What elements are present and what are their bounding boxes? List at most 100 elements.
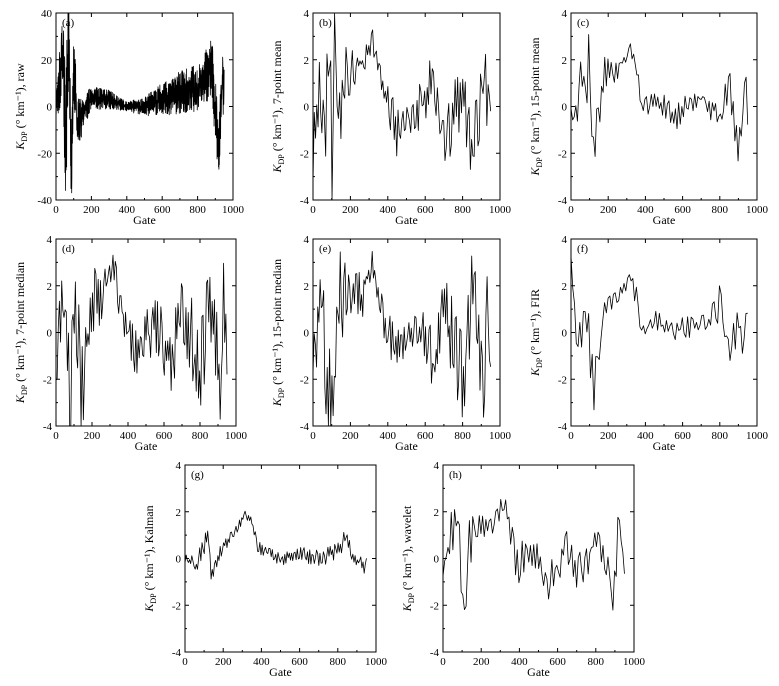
y-tick-label: 4 bbox=[304, 234, 310, 246]
x-tick-label: 600 bbox=[674, 204, 691, 216]
panel-c: 0 200 400 600 800 1000 -4 -2 0 2 4 Gate KDP (° km⁻¹)… bbox=[528, 8, 769, 227]
y-tick-label: 0 bbox=[176, 554, 182, 566]
y-axis-title-symbol: K bbox=[13, 141, 27, 151]
x-tick-label: 1000 bbox=[225, 430, 248, 442]
x-tick-label: 600 bbox=[417, 430, 434, 442]
y-tick-label: -4 bbox=[558, 421, 568, 433]
x-tick-label: 600 bbox=[417, 204, 434, 216]
y-tick-label: -4 bbox=[300, 195, 310, 207]
y-tick-label: 0 bbox=[304, 328, 310, 340]
x-tick-label: 1000 bbox=[365, 656, 388, 668]
x-tick-label: 400 bbox=[637, 204, 654, 216]
y-axis-title: KDP (° km⁻¹), FIR bbox=[528, 289, 544, 377]
x-axis-title: Gate bbox=[135, 439, 158, 453]
x-axis-title: Gate bbox=[653, 439, 676, 453]
y-tick-label: -4 bbox=[558, 195, 568, 207]
x-tick-label: 800 bbox=[189, 204, 206, 216]
x-tick-label: 400 bbox=[637, 430, 654, 442]
plot-frame bbox=[570, 238, 758, 427]
panel-label: (b) bbox=[319, 17, 332, 29]
data-line-7-point-median bbox=[55, 254, 228, 427]
x-tick-label: 400 bbox=[511, 656, 528, 668]
x-tick-label: 0 bbox=[568, 204, 574, 216]
y-tick-label: -2 bbox=[43, 374, 52, 386]
y-tick-label: 0 bbox=[47, 328, 53, 340]
y-axis-title-text: (° km⁻¹), Kalman bbox=[142, 505, 156, 593]
y-tick-label: -4 bbox=[43, 421, 53, 433]
y-tick-label: 4 bbox=[176, 460, 182, 472]
y-tick-label: 0 bbox=[47, 102, 53, 114]
x-tick-label: 600 bbox=[291, 656, 308, 668]
y-axis-title-symbol: K bbox=[528, 367, 542, 377]
panel-b: 0 200 400 600 800 1000 -4 -2 0 2 4 Gate KDP (° km⁻¹)… bbox=[270, 8, 512, 227]
x-tick-label: 400 bbox=[120, 430, 137, 442]
y-axis-title-symbol: K bbox=[270, 163, 284, 173]
x-tick-label: 400 bbox=[253, 656, 270, 668]
x-axis-title: Gate bbox=[395, 213, 418, 227]
x-tick-label: 200 bbox=[83, 204, 100, 216]
panel-e: 0 200 400 600 800 1000 -4 -2 0 2 4 Gate KDP (° km⁻¹)… bbox=[270, 234, 512, 453]
y-tick-label: 4 bbox=[562, 8, 568, 20]
y-tick-label: -2 bbox=[558, 374, 567, 386]
y-tick-label: -2 bbox=[300, 148, 309, 160]
x-tick-label: 200 bbox=[342, 204, 359, 216]
y-tick-label: 0 bbox=[434, 554, 440, 566]
y-tick-label: -2 bbox=[300, 374, 309, 386]
panel-label: (f) bbox=[577, 243, 588, 255]
panel-label: (c) bbox=[577, 17, 590, 29]
x-tick-label: 800 bbox=[330, 656, 347, 668]
y-axis-title-subscript: DP bbox=[407, 593, 416, 604]
y-axis-title-text: (° km⁻¹), 15-point mean bbox=[528, 38, 542, 158]
y-tick-label: 0 bbox=[304, 102, 310, 114]
panel-a: 0 200 400 600 800 1000 -40 -20 0 20 40 Gate KDP (° k… bbox=[13, 8, 245, 227]
x-tick-label: 1000 bbox=[746, 430, 769, 442]
y-axis-title-symbol: K bbox=[528, 166, 542, 176]
x-axis-title: Gate bbox=[653, 213, 676, 227]
y-axis-title: KDP (° km⁻¹), raw bbox=[13, 63, 29, 151]
y-tick-label: -2 bbox=[558, 148, 567, 160]
x-tick-label: 200 bbox=[473, 656, 490, 668]
y-axis-title-subscript: DP bbox=[149, 593, 158, 604]
y-tick-label: 2 bbox=[176, 507, 182, 519]
panel-label: (d) bbox=[62, 243, 75, 255]
x-tick-label: 800 bbox=[712, 204, 729, 216]
plot-frame bbox=[570, 12, 758, 201]
y-tick-label: 2 bbox=[304, 281, 310, 293]
x-tick-label: 800 bbox=[454, 430, 471, 442]
y-axis-title-text: (° km⁻¹), raw bbox=[13, 63, 27, 131]
x-tick-label: 1000 bbox=[489, 430, 512, 442]
y-tick-label: -2 bbox=[172, 600, 181, 612]
data-line-kalman bbox=[184, 510, 367, 580]
y-axis-title-subscript: DP bbox=[277, 387, 286, 398]
y-tick-label: -4 bbox=[172, 647, 182, 659]
panel-h: 0 200 400 600 800 1000 -4 -2 0 2 4 Gate KDP (° km⁻¹)… bbox=[400, 460, 646, 679]
x-tick-label: 0 bbox=[310, 430, 316, 442]
y-tick-label: -2 bbox=[430, 600, 439, 612]
y-tick-label: 2 bbox=[434, 507, 440, 519]
x-axis-title: Gate bbox=[527, 665, 550, 679]
x-tick-label: 600 bbox=[154, 204, 171, 216]
panel-g: 0 200 400 600 800 1000 -4 -2 0 2 4 Gate KDP (° km⁻¹)… bbox=[142, 460, 388, 679]
x-tick-label: 200 bbox=[600, 204, 617, 216]
x-tick-label: 200 bbox=[215, 656, 232, 668]
y-axis-title: KDP (° km⁻¹), wavelet bbox=[400, 505, 416, 612]
x-tick-label: 600 bbox=[156, 430, 173, 442]
data-line-15-point-median bbox=[312, 250, 492, 427]
y-axis-title-symbol: K bbox=[400, 602, 414, 612]
y-axis-title-subscript: DP bbox=[20, 384, 29, 395]
x-axis-title: Gate bbox=[133, 213, 156, 227]
panel-d: 0 200 400 600 800 1000 -4 -2 0 2 4 Gate KDP (° km⁻¹)… bbox=[13, 234, 248, 453]
y-tick-label: -4 bbox=[300, 421, 310, 433]
y-tick-label: 4 bbox=[47, 234, 53, 246]
y-axis-title-symbol: K bbox=[13, 394, 27, 404]
y-axis-title-subscript: DP bbox=[277, 154, 286, 165]
y-tick-label: 2 bbox=[304, 55, 310, 67]
y-axis-title-text: (° km⁻¹), 7-point mean bbox=[270, 41, 284, 155]
panel-label: (h) bbox=[449, 469, 462, 481]
y-axis-title-subscript: DP bbox=[535, 357, 544, 368]
y-tick-label: -40 bbox=[37, 195, 52, 207]
panel-f: 0 200 400 600 800 1000 -4 -2 0 2 4 Gate KDP (° km⁻¹)… bbox=[528, 234, 769, 453]
x-tick-label: 0 bbox=[440, 656, 446, 668]
x-axis-title: Gate bbox=[269, 665, 292, 679]
